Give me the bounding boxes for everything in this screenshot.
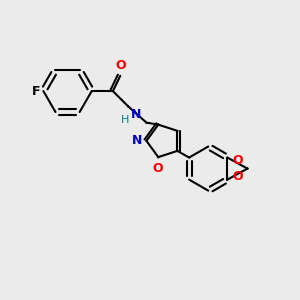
- Text: H: H: [121, 115, 130, 125]
- Text: O: O: [232, 170, 243, 183]
- Text: O: O: [116, 59, 126, 72]
- Text: O: O: [152, 162, 163, 175]
- Text: F: F: [32, 85, 40, 98]
- Text: O: O: [232, 154, 243, 167]
- Text: N: N: [130, 108, 141, 121]
- Text: N: N: [132, 134, 142, 147]
